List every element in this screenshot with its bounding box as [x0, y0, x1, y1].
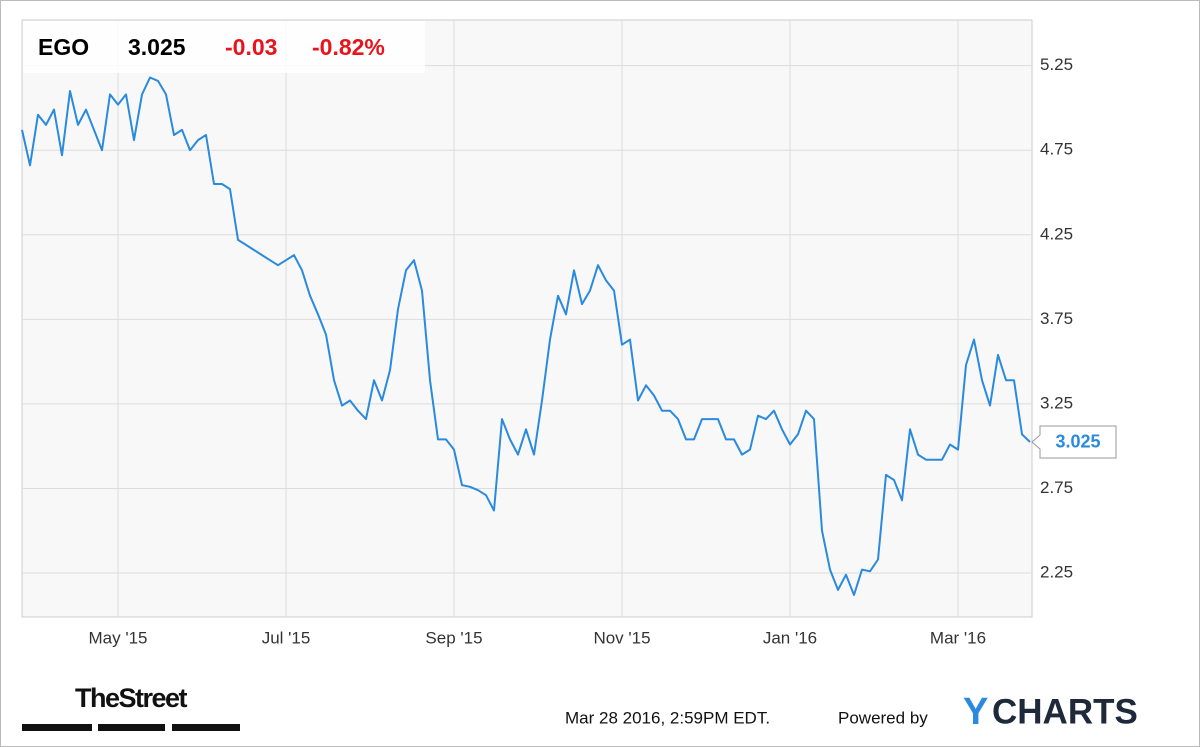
- y-tick-label: 5.25: [1040, 55, 1073, 74]
- price: 3.025: [128, 34, 186, 60]
- change: -0.03: [225, 34, 277, 60]
- brand-y: Y: [963, 691, 988, 733]
- y-tick-label: 3.25: [1040, 393, 1073, 412]
- x-tick-label: May '15: [89, 628, 148, 647]
- timestamp: Mar 28 2016, 2:59PM EDT.: [565, 708, 770, 727]
- source-logo: TheStreet: [75, 683, 188, 713]
- plot-area: [21, 19, 1033, 618]
- y-tick-label: 2.75: [1040, 478, 1073, 497]
- ticker: EGO: [38, 34, 89, 60]
- powered-by: Powered by: [838, 708, 928, 727]
- last-value-callout: [1031, 425, 1117, 459]
- x-tick-label: Mar '16: [930, 628, 986, 647]
- x-tick-label: Sep '15: [425, 628, 482, 647]
- y-tick-label: 3.75: [1040, 309, 1073, 328]
- brand-rest: CHARTS: [992, 692, 1138, 731]
- x-tick-label: Jul '15: [262, 628, 311, 647]
- price-line: [21, 76, 1031, 596]
- x-tick-label: Nov '15: [593, 628, 650, 647]
- x-tick-label: Jan '16: [763, 628, 817, 647]
- marks: [21, 76, 1031, 596]
- logo-bar: [98, 724, 165, 731]
- y-tick-label: 4.25: [1040, 224, 1073, 243]
- y-tick-label: 4.75: [1040, 140, 1073, 159]
- header-box: [23, 21, 425, 73]
- logo-bar: [172, 724, 240, 731]
- logo-bar: [22, 724, 92, 731]
- y-tick-label: 2.25: [1040, 563, 1073, 582]
- change-percent: -0.82%: [312, 34, 385, 60]
- last-value-label: 3.025: [1055, 432, 1100, 452]
